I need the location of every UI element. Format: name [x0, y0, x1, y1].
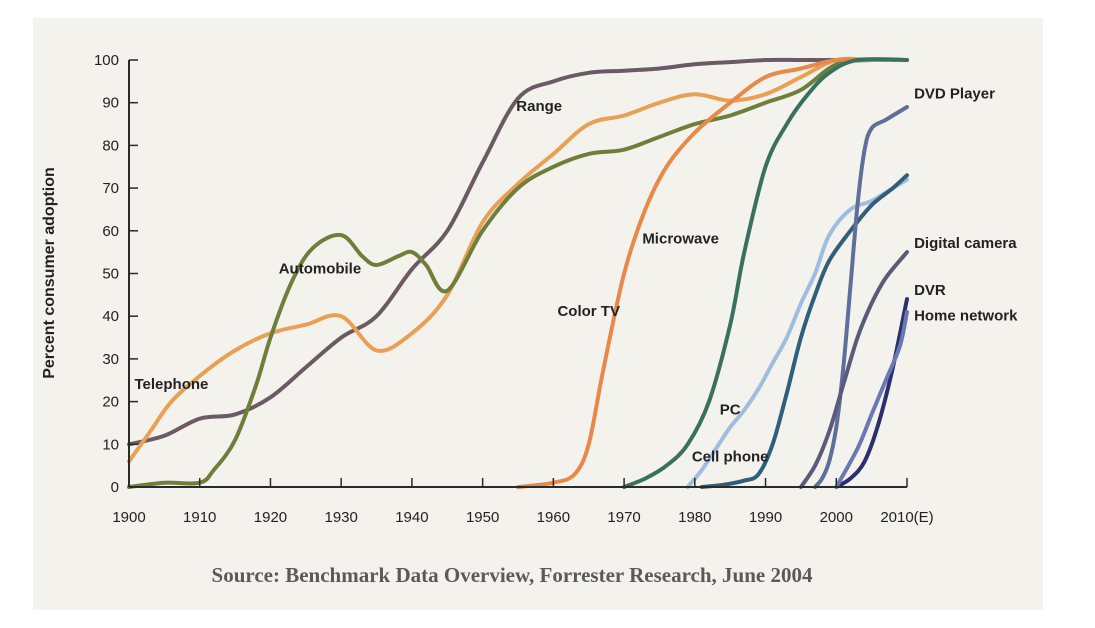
- y-tick-label-70: 70: [102, 180, 119, 197]
- series-label-dvr: DVR: [914, 282, 946, 299]
- y-tick-label-90: 90: [102, 95, 119, 112]
- series-label-microwave: Microwave: [642, 231, 719, 248]
- series-line-digital-camera: [798, 250, 909, 489]
- series-label-color-tv: Color TV: [557, 303, 620, 320]
- series-line-microwave: [622, 57, 909, 489]
- series-label-cell-phone: Cell phone: [692, 448, 769, 465]
- series-line-color-tv: [516, 57, 909, 489]
- series-line-telephone: [127, 56, 909, 464]
- y-tick-label-30: 30: [102, 351, 119, 368]
- series-line-automobile: [127, 57, 909, 489]
- series-label-automobile: Automobile: [279, 261, 362, 278]
- series-label-pc: PC: [720, 401, 741, 418]
- x-tick-label-1950: 1950: [466, 509, 499, 526]
- series-label-home-network: Home network: [914, 307, 1018, 324]
- x-tick-label-1990: 1990: [749, 509, 782, 526]
- series-labels: Range Telephone Automobile Color TV Microwav…: [134, 85, 1018, 465]
- series-line-home-network: [834, 309, 909, 489]
- series-label-range: Range: [516, 98, 562, 115]
- x-tick-label-1980: 1980: [678, 509, 711, 526]
- y-tick-label-10: 10: [102, 436, 119, 453]
- y-tick-label-40: 40: [102, 308, 119, 325]
- x-tick-label-1940: 1940: [395, 509, 428, 526]
- y-tick-label-60: 60: [102, 223, 119, 240]
- series-line-cell-phone: [699, 173, 909, 489]
- y-tick-label-50: 50: [102, 266, 119, 283]
- y-tick-label-0: 0: [111, 479, 119, 496]
- x-tick-label-1960: 1960: [537, 509, 570, 526]
- x-tick-label-1920: 1920: [254, 509, 287, 526]
- x-tick-label-1930: 1930: [324, 509, 357, 526]
- x-tick-label-1970: 1970: [607, 509, 640, 526]
- series-layer: [127, 56, 909, 489]
- x-tick-label-1910: 1910: [183, 509, 216, 526]
- y-tick-label-100: 100: [94, 52, 119, 69]
- source-note: Source: Benchmark Data Overview, Forrest…: [212, 563, 813, 587]
- series-label-digital-camera: Digital camera: [914, 235, 1017, 252]
- x-tick-label-1900: 1900: [112, 509, 145, 526]
- y-axis-title: Percent consumer adoption: [41, 167, 58, 379]
- series-line-dvd-player: [813, 105, 909, 489]
- series-label-telephone: Telephone: [134, 376, 208, 393]
- chart-background: [33, 18, 1043, 610]
- series-label-dvd-player: DVD Player: [914, 85, 995, 102]
- series-line-range: [127, 57, 909, 447]
- x-tick-label-2000: 2000: [820, 509, 853, 526]
- series-line-pc: [685, 177, 909, 489]
- x-tick-label-2010: 2010(E): [880, 509, 933, 526]
- ticks-layer: 0 10 20 30 40 50 60 70 80 90 100 1900 1910 1920 1930 19…: [94, 52, 934, 526]
- y-tick-label-80: 80: [102, 137, 119, 154]
- y-tick-label-20: 20: [102, 394, 119, 411]
